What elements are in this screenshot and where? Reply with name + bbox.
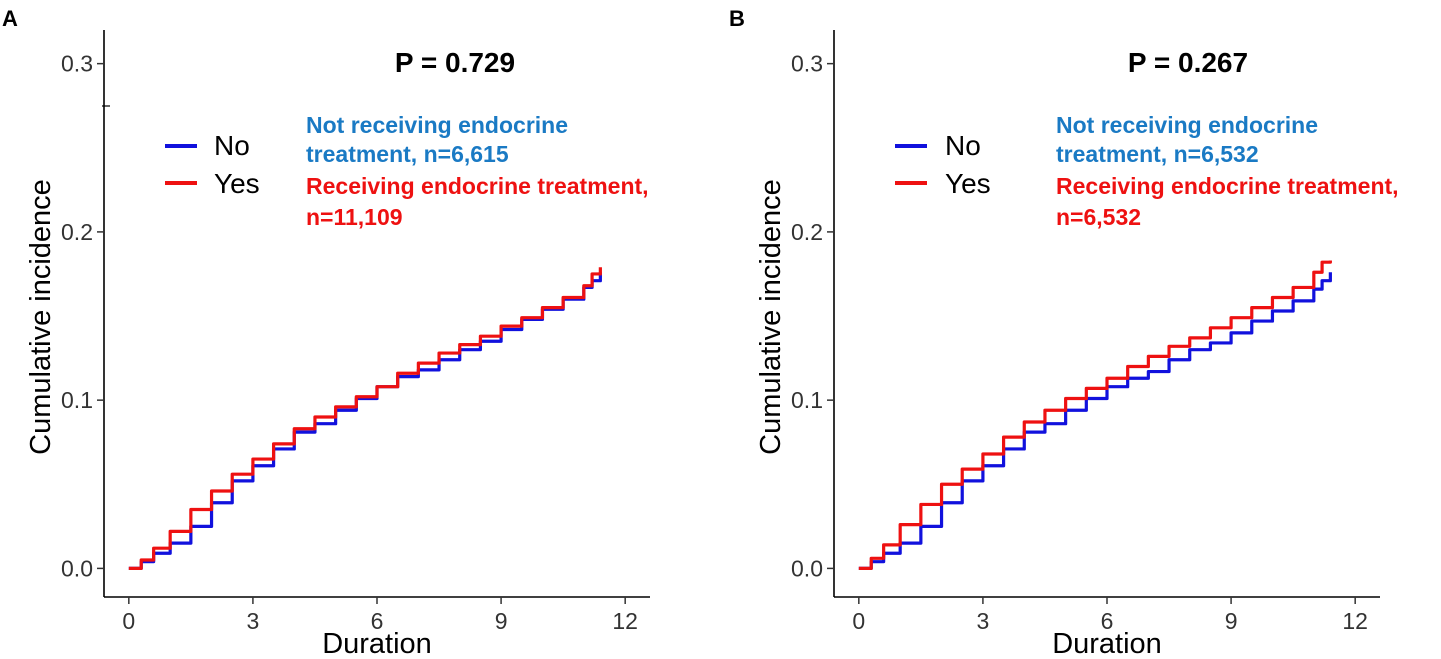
y-tick-label: 0.1 — [61, 387, 93, 413]
x-axis-title: Duration — [1052, 628, 1162, 659]
annotation-yes-line1: Receiving endocrine treatment, — [306, 173, 649, 199]
y-tick-label: 0.3 — [791, 51, 823, 77]
x-tick-label: 0 — [852, 608, 865, 634]
y-tick-label: 0.0 — [61, 555, 93, 581]
panel-label: A — [2, 6, 18, 31]
panel-label: B — [729, 6, 745, 31]
y-tick-label: 0.2 — [61, 219, 93, 245]
annotation-yes-line1: Receiving endocrine treatment, — [1056, 173, 1399, 199]
legend-label-yes: Yes — [214, 168, 260, 199]
annotation-yes-line2: n=6,532 — [1056, 204, 1141, 230]
panel-b: B P = 0.267 Duration Cumulative incidenc… — [729, 6, 1399, 659]
x-tick-label: 0 — [122, 608, 135, 634]
panel-a: A P = 0.729 Duration Cumulative incidenc… — [2, 6, 650, 659]
chart-title: P = 0.267 — [1128, 47, 1248, 78]
x-tick-label: 6 — [371, 608, 384, 634]
x-tick-label: 3 — [977, 608, 990, 634]
y-tick-label: 0.3 — [61, 51, 93, 77]
legend-label-no: No — [945, 130, 981, 161]
x-tick-label: 12 — [612, 608, 638, 634]
y-tick-label: 0.0 — [791, 555, 823, 581]
x-tick-label: 12 — [1342, 608, 1368, 634]
y-axis-title: Cumulative incidence — [755, 179, 787, 455]
x-tick-label: 9 — [1225, 608, 1238, 634]
series-line-no — [858, 272, 1332, 570]
group-annotations: Not receiving endocrine treatment, n=6,5… — [1056, 112, 1399, 230]
legend-label-no: No — [214, 130, 250, 161]
chart-title: P = 0.729 — [395, 47, 515, 78]
y-tick-label: 0.1 — [791, 387, 823, 413]
series-line-yes — [858, 260, 1332, 570]
x-tick-label: 3 — [247, 608, 260, 634]
x-tick-label: 9 — [495, 608, 508, 634]
series-line-yes — [128, 267, 602, 570]
legend: No Yes — [165, 130, 260, 199]
annotation-no-line1: Not receiving endocrine — [1056, 112, 1318, 138]
annotation-yes-line2: n=11,109 — [306, 204, 403, 230]
annotation-no-line2: treatment, n=6,532 — [1056, 141, 1259, 167]
y-tick-label: 0.2 — [791, 219, 823, 245]
group-annotations: Not receiving endocrine treatment, n=6,6… — [306, 112, 649, 230]
y-axis-title: Cumulative incidence — [25, 179, 57, 455]
annotation-no-line2: treatment, n=6,615 — [306, 141, 509, 167]
x-axis-title: Duration — [322, 628, 432, 659]
x-tick-label: 6 — [1101, 608, 1114, 634]
legend: No Yes — [895, 130, 991, 199]
legend-label-yes: Yes — [945, 168, 991, 199]
annotation-no-line1: Not receiving endocrine — [306, 112, 568, 138]
